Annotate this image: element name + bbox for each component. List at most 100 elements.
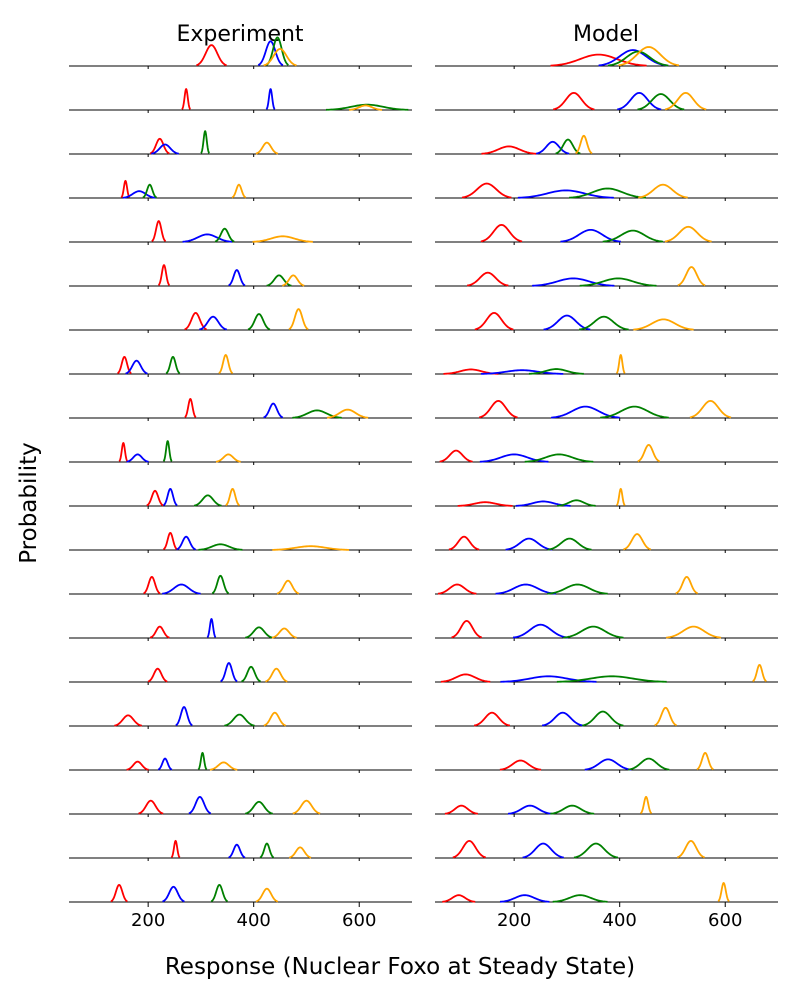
density-curve-red	[499, 759, 542, 771]
ridge-row	[435, 223, 778, 245]
ridge-row: 200 400 600	[69, 883, 412, 931]
ridge-row	[435, 311, 778, 333]
density-curve-orange	[252, 235, 313, 243]
ridge-row	[435, 795, 778, 817]
density-curve-orange	[231, 183, 247, 199]
density-curve-orange	[638, 183, 688, 199]
ridge-row	[435, 619, 778, 641]
ridge-row	[435, 399, 778, 421]
density-curve-green	[162, 440, 173, 462]
density-curve-red	[461, 182, 512, 199]
density-curve-blue	[228, 843, 246, 859]
density-curve-green	[241, 665, 261, 683]
density-curve-green	[165, 355, 181, 375]
density-curve-red	[138, 799, 164, 815]
density-curve-blue	[162, 885, 185, 903]
ridge-row	[435, 663, 778, 685]
density-curve-orange	[276, 579, 300, 595]
density-curve-orange	[654, 706, 677, 727]
density-curve-orange	[326, 408, 369, 419]
density-curve-blue	[228, 269, 246, 287]
density-curve-orange	[666, 625, 722, 639]
density-curve-red	[474, 311, 514, 331]
density-curve-orange	[637, 443, 661, 463]
density-curve-red	[110, 883, 128, 903]
plot-area: 200 400 600 200 400 600	[69, 36, 778, 931]
density-curve-orange	[265, 667, 288, 683]
density-curve-blue	[505, 537, 553, 551]
ridge-row	[69, 839, 412, 861]
ridge-row	[69, 220, 412, 245]
x-tick-label: 400	[237, 910, 271, 931]
ridge-row	[69, 354, 412, 377]
ridge-row	[435, 266, 778, 289]
ridge-row	[69, 440, 412, 465]
density-curve-orange	[272, 545, 350, 551]
ridge-row	[69, 662, 412, 685]
density-curve-blue	[162, 583, 201, 595]
ridge-row	[69, 795, 412, 817]
ridge-row	[435, 751, 778, 773]
density-curve-red	[149, 137, 170, 155]
density-curve-orange	[575, 134, 593, 155]
ridge-row	[69, 88, 412, 113]
density-curve-green	[607, 50, 669, 67]
ridge-row	[435, 91, 778, 113]
density-curve-blue	[126, 453, 149, 463]
density-curve-red	[147, 667, 168, 683]
density-curve-blue	[122, 190, 156, 199]
ridge-row	[435, 134, 778, 157]
density-curve-red	[440, 673, 491, 683]
density-curve-green	[569, 187, 647, 199]
density-curve-orange	[640, 795, 653, 815]
density-curve-orange	[263, 47, 297, 67]
density-curve-orange	[696, 751, 714, 771]
density-curve-orange	[292, 799, 321, 815]
density-curve-green	[547, 537, 592, 551]
density-curve-green	[200, 130, 210, 154]
ridge-row	[435, 487, 778, 509]
density-curve-orange	[225, 487, 240, 507]
density-curve-blue	[157, 757, 173, 771]
x-tick-label: 600	[708, 910, 742, 931]
density-curve-orange	[677, 266, 706, 287]
density-curve-blue	[584, 758, 632, 771]
density-curve-red	[196, 44, 227, 67]
density-curve-orange	[664, 91, 707, 111]
ridge-row	[69, 487, 412, 509]
density-curve-red	[451, 619, 483, 639]
ridge-row	[435, 839, 778, 861]
density-curve-green	[214, 227, 235, 243]
ridge-row	[69, 751, 412, 773]
ridge-row	[435, 575, 778, 597]
density-curve-blue	[517, 189, 614, 199]
density-curve-orange	[288, 308, 309, 331]
density-curve-blue	[507, 804, 553, 815]
ridge-row: 200 400 600	[435, 882, 778, 931]
density-curve-orange	[752, 663, 767, 683]
density-curve-red	[146, 489, 164, 507]
density-curve-green	[582, 710, 624, 727]
density-curve-blue	[162, 487, 178, 507]
density-curve-green	[547, 583, 608, 595]
density-curve-green	[224, 713, 255, 727]
density-curve-blue	[551, 405, 620, 419]
density-curve-orange	[689, 399, 732, 419]
density-curve-green	[552, 894, 608, 903]
density-curve-green	[211, 574, 230, 595]
density-curve-blue	[532, 277, 615, 287]
density-curve-red	[170, 839, 181, 859]
ridge-row	[435, 353, 778, 377]
density-curve-green	[628, 757, 670, 771]
density-curve-orange	[675, 575, 699, 595]
density-curve-blue	[151, 143, 179, 155]
density-curve-red	[457, 501, 513, 507]
density-curve-orange	[623, 533, 652, 551]
density-curve-orange	[615, 353, 626, 374]
ridge-row	[435, 706, 778, 729]
density-curve-red	[473, 711, 511, 727]
density-curve-red	[118, 441, 129, 462]
density-curve-red	[126, 760, 149, 771]
ridge-row	[69, 398, 412, 421]
